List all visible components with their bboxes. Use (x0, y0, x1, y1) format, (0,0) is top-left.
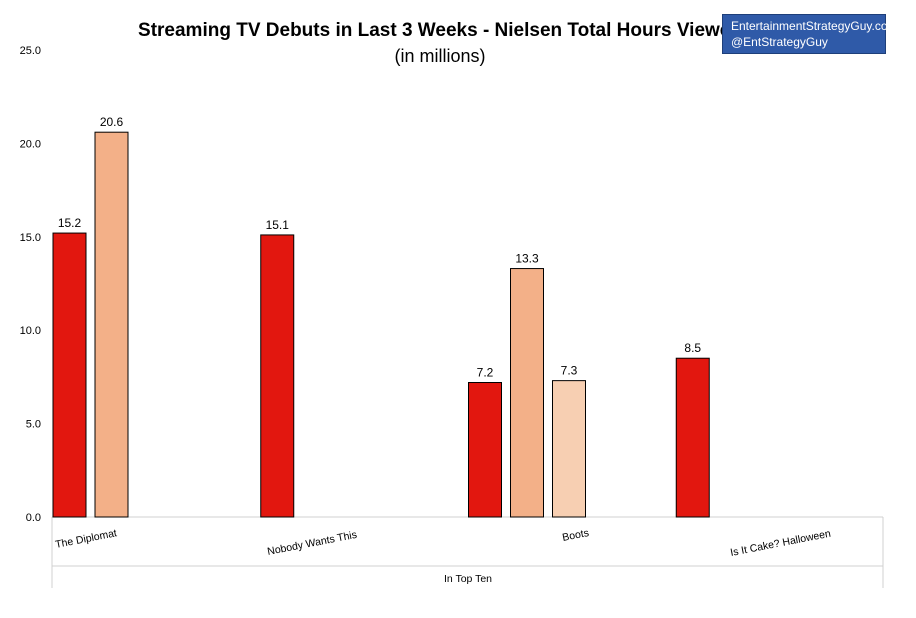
y-tick-label: 10.0 (20, 325, 41, 337)
chart-subtitle: (in millions) (394, 46, 485, 66)
bar-series (52, 131, 710, 518)
bar-value-label: 7.3 (561, 364, 578, 378)
bar-value-label: 13.3 (515, 252, 539, 266)
category-label: Is It Cake? Halloween (729, 528, 832, 559)
credit-website: EntertainmentStrategyGuy.com (731, 19, 898, 33)
y-tick-label: 0.0 (26, 512, 41, 524)
y-tick-label: 25.0 (20, 45, 41, 57)
bar (94, 131, 129, 518)
y-tick-label: 20.0 (20, 138, 41, 150)
category-label: Boots (561, 527, 590, 544)
category-label: The Diplomat (54, 527, 118, 551)
data-labels: 15.2 20.6 15.1 7.2 13.3 7.3 8.5 (58, 115, 702, 379)
credit-box: EntertainmentStrategyGuy.com @EntStrateg… (722, 14, 898, 54)
y-tick-label: 5.0 (26, 419, 41, 431)
bar-value-label: 15.2 (58, 216, 82, 230)
bar-value-label: 8.5 (684, 341, 701, 355)
credit-handle: @EntStrategyGuy (731, 35, 828, 49)
chart-title: Streaming TV Debuts in Last 3 Weeks - Ni… (138, 20, 742, 41)
bar (510, 268, 544, 518)
bar (675, 357, 710, 518)
x-axis-group-label: In Top Ten (444, 573, 492, 585)
bar-value-label: 7.2 (477, 366, 494, 380)
y-axis: 0.0 5.0 10.0 15.0 20.0 25.0 (20, 45, 41, 524)
bar-value-label: 20.6 (100, 115, 124, 129)
bar (468, 382, 502, 518)
y-tick-label: 15.0 (20, 232, 41, 244)
bar (552, 380, 586, 518)
category-label: Nobody Wants This (266, 529, 358, 558)
bar-value-label: 15.1 (266, 218, 290, 232)
bar (52, 232, 87, 518)
bar (260, 234, 295, 518)
